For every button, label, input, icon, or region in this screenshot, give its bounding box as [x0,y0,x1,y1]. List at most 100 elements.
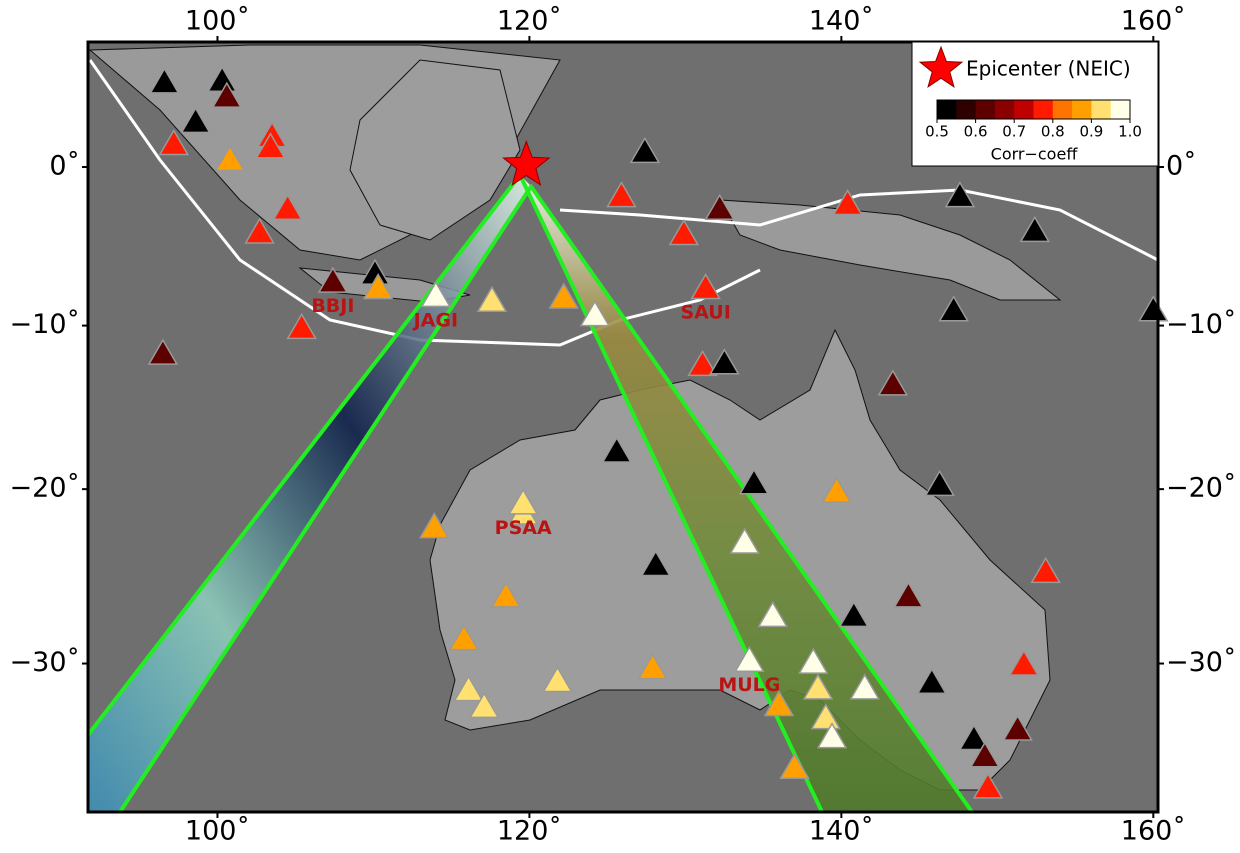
station-triangle [637,653,668,680]
station-triangle [838,600,870,628]
station-triangle [893,581,924,608]
station-triangle [916,667,948,695]
station-triangle [969,741,1001,768]
station-label: PSAA [495,517,552,539]
colorbar-swatch [994,100,1015,119]
colorbar-swatch [1072,100,1092,119]
colorbar-swatch [975,100,996,119]
station-triangle [687,349,718,377]
station-triangle [972,772,1004,799]
station-triangle [419,512,450,539]
station-triangle [1138,295,1169,322]
station-triangle [601,436,632,463]
epicenter-star [502,140,551,187]
station-triangle [211,81,243,108]
ray-band-west [88,175,530,812]
station-triangle [938,295,969,322]
station-triangle [958,723,990,751]
colorbar-tick-label: 0.5 [925,123,949,141]
station-label: MULG [718,674,780,696]
lat-tick-label-left: −20˚ [10,473,80,504]
lat-tick-label-left: −10˚ [10,309,80,340]
station-triangle [180,106,211,134]
lon-tick-label-bottom: 160˚ [1121,816,1186,847]
lon-tick-label-bottom: 120˚ [497,816,562,847]
station-triangle [1019,215,1051,243]
colorbar-tick-label: 0.9 [1079,123,1103,141]
colorbar-label: Corr−coeff [991,145,1079,164]
station-triangle [453,675,484,702]
lon-tick-label-bottom: 140˚ [809,816,874,847]
colorbar-swatch [1014,100,1034,119]
station-triangle [244,217,275,244]
ray-edge [528,183,974,814]
station-triangle [690,272,721,300]
lat-tick-label-right: −20˚ [1166,473,1236,504]
ray-edge [86,173,522,737]
station-triangle [832,189,863,216]
station-triangle [317,266,349,293]
legend-epicenter-star [918,45,964,88]
colorbar-swatch [1052,100,1073,119]
station-triangle [1030,556,1061,584]
station-triangle [468,691,500,719]
colorbar-tick-label: 1.0 [1118,123,1142,141]
station-triangle [779,752,810,780]
station-triangle [1008,649,1040,676]
station-triangle [640,549,671,577]
station-triangle [255,132,286,159]
station-triangle [668,219,700,246]
station-triangle [816,722,848,749]
station-triangle [476,285,508,312]
station-triangle [548,282,579,309]
station-triangle [606,181,637,208]
colorbar-swatch [1110,100,1131,119]
station-triangle [579,300,611,327]
colorbar-tick-label: 0.7 [1002,123,1026,141]
station-triangle [944,181,976,208]
station-triangle [286,312,317,340]
lat-tick-label-left: −30˚ [10,647,80,678]
station-triangle [802,673,834,700]
colorbar-tick-label: 0.8 [1041,123,1065,141]
station-triangle [542,665,573,693]
station-label: JAGI [412,309,458,331]
station-triangle [214,144,246,172]
station-triangle [810,703,841,730]
station-triangle [821,476,852,503]
station-triangle [729,527,760,554]
colorbar-swatch [937,100,957,119]
lat-tick-label-right: 0˚ [1166,151,1197,182]
station-triangle [704,193,735,220]
lat-tick-label-right: −30˚ [1166,647,1236,678]
station-triangle [147,338,179,365]
colorbar-swatch [1033,100,1054,119]
station-triangle [490,581,522,608]
stations: BBJI JAGI SAUI PSAA MULG [147,65,1169,799]
station-triangle [149,67,180,94]
station-triangle [877,369,909,396]
land-borneo [349,59,521,241]
ray-edges [86,173,974,814]
station-triangle [709,348,740,375]
station-triangle [362,272,394,300]
land-new-guinea [719,199,1062,301]
lon-tick-label-top: 100˚ [185,6,250,37]
station-label: BBJI [311,295,354,317]
lon-tick-label-top: 160˚ [1121,6,1186,37]
station-triangle [420,280,452,308]
colorbar-frame [936,99,1131,120]
map-frame [86,40,1160,814]
ray-edge [118,186,532,814]
station-label: SAUI [681,301,731,323]
lon-tick-label-top: 140˚ [809,6,874,37]
lon-tick-label-bottom: 100˚ [185,816,250,847]
station-triangle [738,468,770,495]
station-triangle [734,645,765,673]
station-triangle [629,136,661,164]
lat-tick-label-right: −10˚ [1166,309,1236,340]
lon-tick-label-top: 120˚ [497,6,562,37]
station-triangle [763,690,795,717]
colorbar-tick-label: 0.6 [964,123,988,141]
